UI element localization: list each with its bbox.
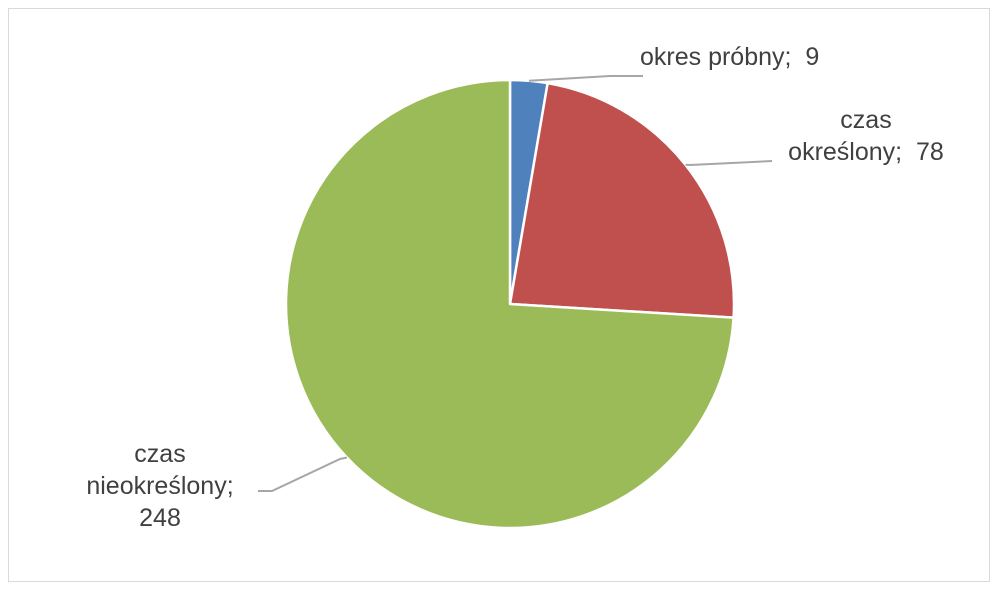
data-label-line: określony; 78 (788, 138, 944, 166)
pie-slice-czas-okreslony (508, 81, 736, 319)
leader-lines-layer (258, 75, 773, 492)
data-label-line: czas (840, 106, 891, 134)
leader-line-czas-nieokreslony (258, 456, 348, 492)
leader-line-okres-probny (528, 75, 643, 82)
data-label-okres-probny: okres próbny; 9 (640, 43, 819, 71)
data-labels-layer: okres próbny; 9 czas określony; 78 czas nieo… (86, 43, 943, 532)
leader-line-czas-okreslony (685, 160, 773, 167)
data-label-czas-okreslony: czas określony; 78 (788, 106, 944, 166)
data-label-czas-nieokreslony: czas nieokreślony; 248 (86, 440, 233, 532)
data-label-line: czas (134, 440, 185, 468)
data-label-line: nieokreślony; (86, 472, 233, 500)
slices-layer (284, 78, 736, 530)
data-label-line: 248 (139, 504, 181, 532)
data-label-line: okres próbny; 9 (640, 43, 819, 71)
